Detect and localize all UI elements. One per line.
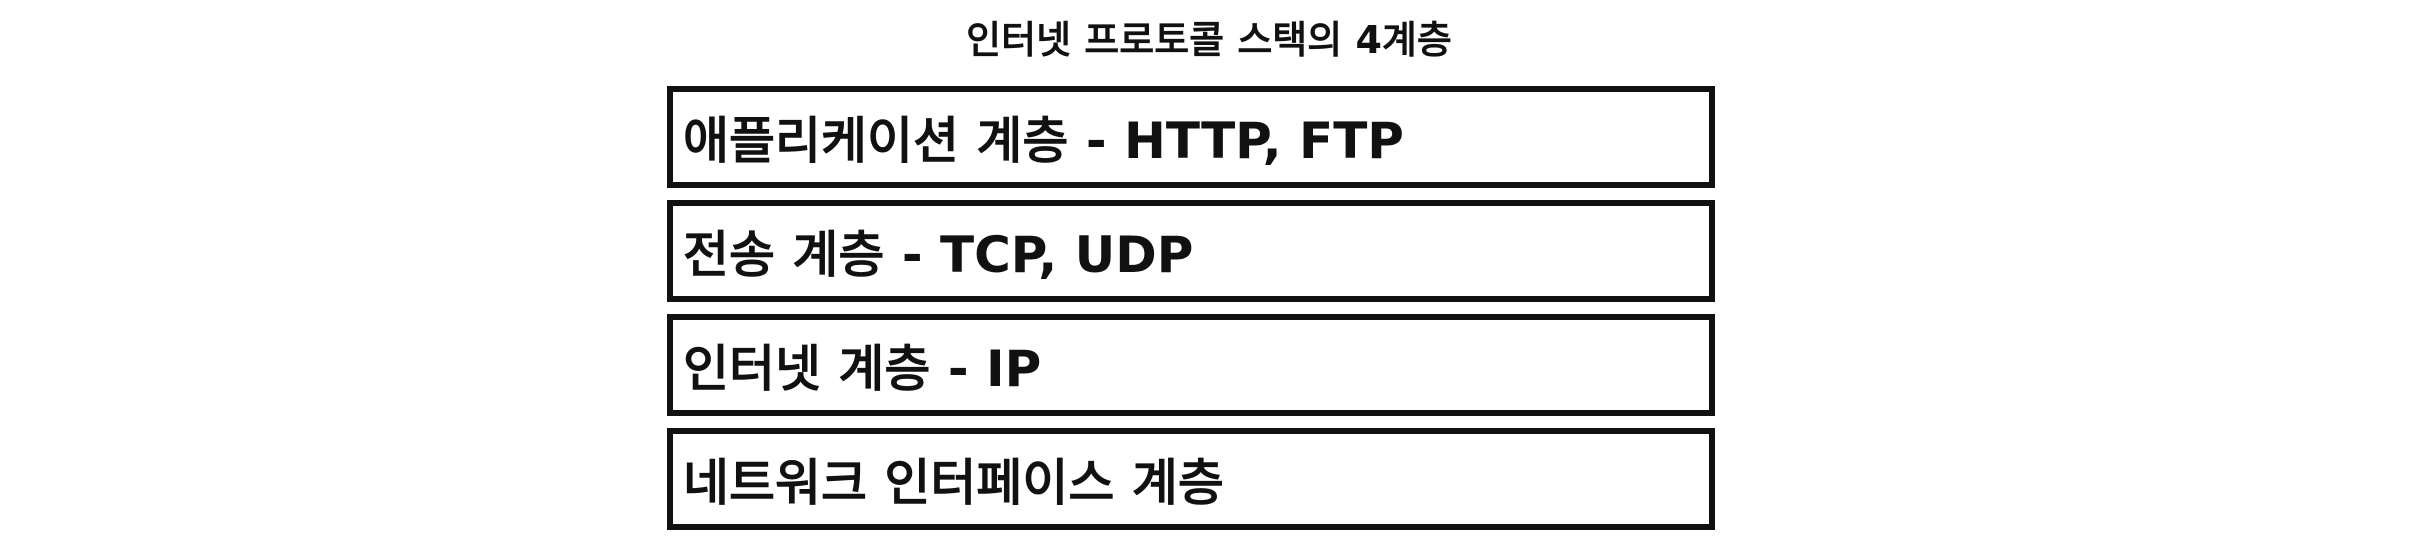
layer-label-network-interface: 네트워크 인터페이스 계층 [683, 454, 1224, 512]
layer-box-network-interface: 네트워크 인터페이스 계층 [667, 428, 1715, 530]
layer-stack: 애플리케이션 계층 - HTTP, FTP 전송 계층 - TCP, UDP 인… [667, 86, 1715, 530]
diagram-title: 인터넷 프로토콜 스택의 4계층 [966, 18, 1452, 62]
layer-label-transport: 전송 계층 - TCP, UDP [683, 226, 1194, 284]
layer-box-transport: 전송 계층 - TCP, UDP [667, 200, 1715, 302]
layer-box-application: 애플리케이션 계층 - HTTP, FTP [667, 86, 1715, 188]
layer-label-internet: 인터넷 계층 - IP [683, 340, 1042, 398]
layer-box-internet: 인터넷 계층 - IP [667, 314, 1715, 416]
layer-label-application: 애플리케이션 계층 - HTTP, FTP [683, 112, 1404, 170]
